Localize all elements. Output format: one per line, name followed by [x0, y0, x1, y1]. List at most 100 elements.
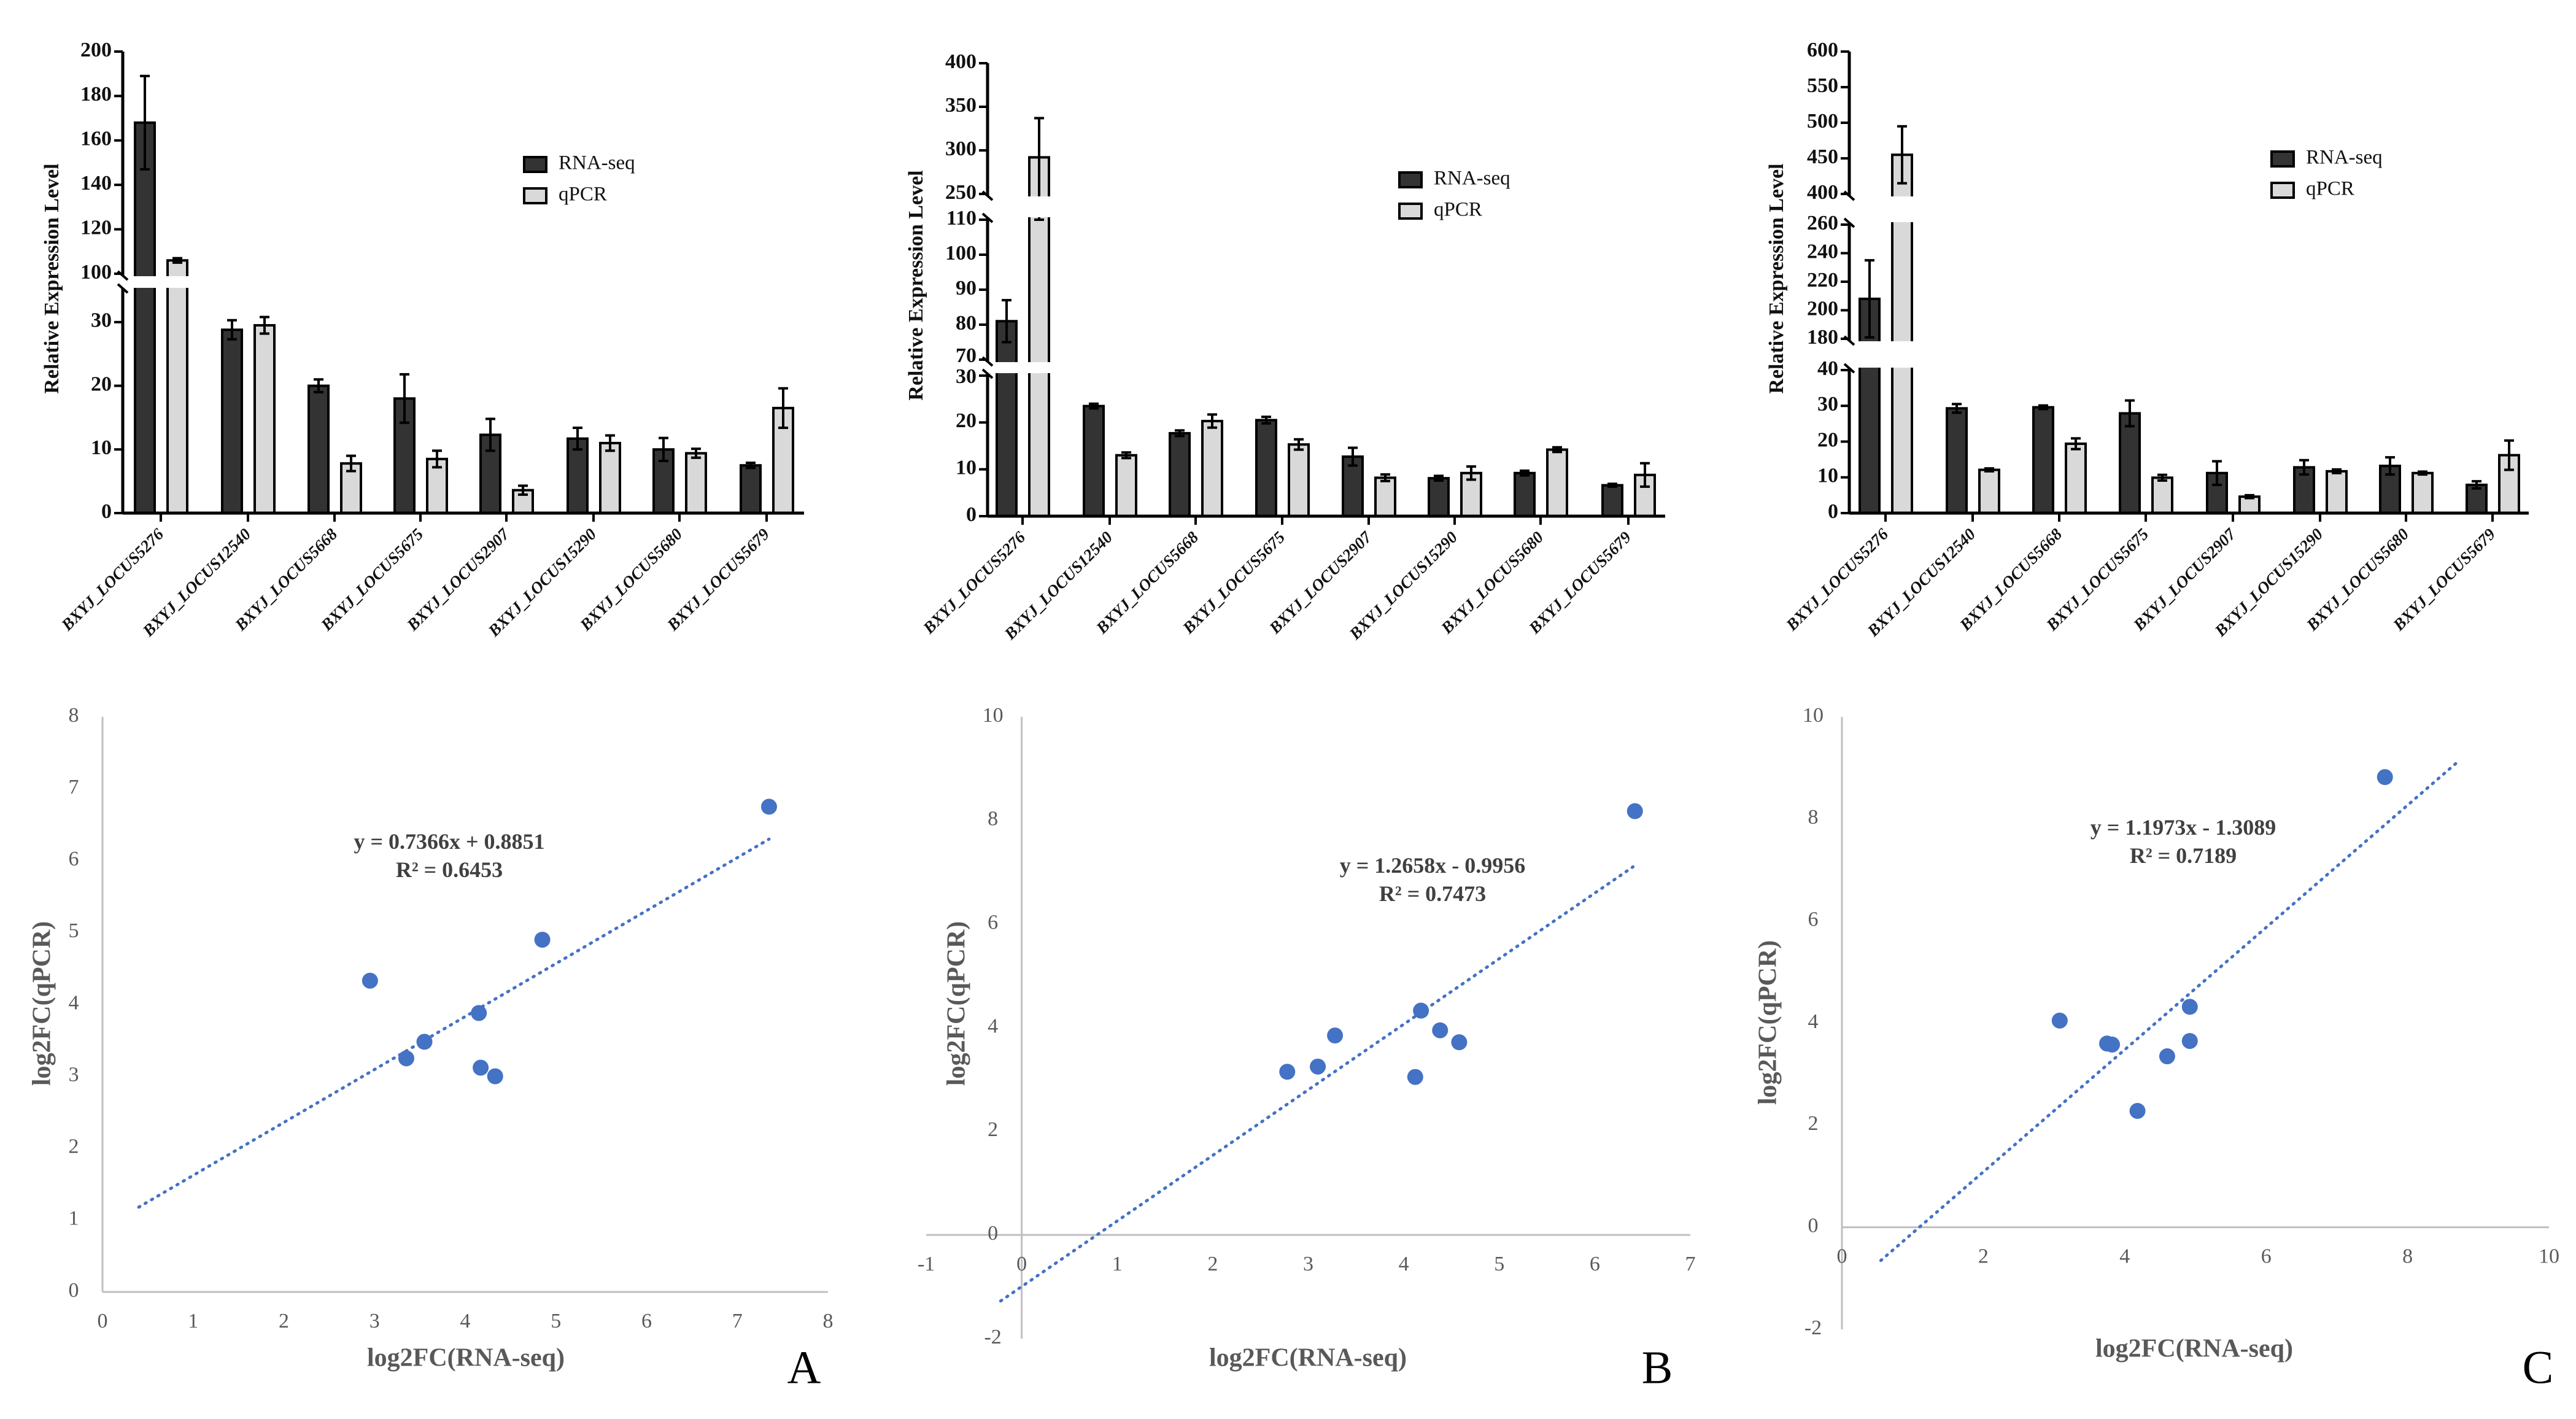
error-bar: [1348, 446, 1358, 467]
error-bar: [2038, 404, 2048, 411]
legend-label: qPCR: [1434, 199, 1482, 221]
bar-rna-seq: [134, 121, 156, 514]
y-tick-label: 200: [1807, 297, 1838, 320]
panel-b: 0102030708090100110250300350400BXYJ_LOCU…: [905, 50, 1696, 1394]
bar-qpcr: [1201, 420, 1223, 517]
x-tick-label: 10: [2539, 1245, 2559, 1267]
error-bar: [432, 449, 442, 469]
y-tick-label: 7: [69, 776, 79, 798]
error-bar: [2071, 437, 2081, 450]
error-bar: [2125, 399, 2135, 428]
legend-label: qPCR: [2306, 178, 2354, 200]
error-bar: [2472, 480, 2481, 490]
x-tick-label: 8: [2402, 1245, 2413, 1267]
axis-break-mark: [1843, 363, 1855, 374]
legend-label: RNA-seq: [1434, 168, 1510, 190]
r-squared: R² = 0.7473: [1379, 881, 1486, 906]
error-bar: [1984, 467, 1994, 473]
r-squared: R² = 0.7189: [2130, 843, 2237, 868]
y-tick-label: 10: [91, 436, 112, 459]
data-point: [398, 1050, 414, 1067]
y-tick-label: 0: [966, 503, 977, 526]
error-bar: [659, 436, 668, 462]
error-bar: [172, 257, 182, 264]
y-tick-label: 400: [945, 50, 977, 73]
bar-chart: 0102030100120140160180200BXYJ_LOCUS5276B…: [41, 39, 804, 640]
axis-break-gap: [1847, 196, 2527, 222]
bar-rna-seq: [1083, 404, 1105, 517]
bar-rna-seq: [567, 437, 589, 515]
data-point: [362, 972, 378, 989]
error-bar: [518, 484, 528, 496]
y-tick-label: 3: [69, 1063, 79, 1086]
legend-swatch-rna-seq: [523, 156, 547, 173]
y-tick-label: 10: [983, 704, 1004, 727]
bar-rna-seq: [307, 384, 330, 514]
y-tick-label: 240: [1807, 240, 1838, 263]
trendline: [999, 865, 1635, 1303]
y-tick-label: 20: [91, 373, 112, 395]
y-tick-label: 2: [69, 1135, 79, 1158]
y-tick-label: 1: [69, 1207, 79, 1230]
x-tick-label: 2: [1978, 1245, 1989, 1267]
legend-label: qPCR: [559, 184, 607, 206]
error-bar: [605, 434, 615, 452]
trendline-equation: y = 0.7366x + 0.8851: [354, 829, 544, 854]
y-axis-title: log2FC(qPCR): [28, 921, 56, 1086]
error-bar: [1175, 429, 1185, 438]
bar-qpcr: [2326, 470, 2348, 514]
y-tick-label: 70: [956, 344, 977, 367]
y-tick-label: -2: [984, 1326, 1001, 1348]
y-tick-label: 90: [956, 277, 977, 300]
data-point: [2181, 1033, 2198, 1050]
y-tick-label: -2: [1804, 1317, 1822, 1339]
y-tick-label: 4: [988, 1015, 998, 1037]
bar-rna-seq: [1428, 477, 1450, 517]
error-bar: [1552, 446, 1562, 454]
y-axis-title: log2FC(qPCR): [1754, 940, 1782, 1105]
axis-break-gap: [121, 276, 802, 288]
axis-break-gap: [986, 196, 1663, 217]
y-tick-label: 8: [69, 704, 79, 727]
axis-break-mark: [1843, 217, 1855, 228]
y-tick-label: 160: [80, 128, 112, 150]
error-bar: [140, 74, 150, 171]
y-tick-label: 6: [69, 848, 79, 870]
data-point: [2181, 999, 2198, 1015]
x-tick-label: -1: [918, 1253, 935, 1275]
bar-qpcr: [1978, 468, 2000, 515]
y-tick-label: 0: [1828, 500, 1838, 523]
x-tick-label: 6: [641, 1310, 652, 1332]
data-point: [2129, 1103, 2146, 1119]
panel-label: C: [2523, 1342, 2554, 1393]
x-tick-label: 3: [1303, 1253, 1313, 1275]
error-bar: [1261, 416, 1271, 425]
y-tick-label: 5: [69, 919, 79, 942]
data-point: [471, 1005, 487, 1021]
y-tick-label: 30: [91, 309, 112, 332]
x-tick-label: 0: [1016, 1253, 1027, 1275]
y-tick-label: 80: [956, 312, 977, 334]
x-tick-label: 4: [460, 1310, 471, 1332]
legend: RNA-seq qPCR: [523, 152, 635, 206]
trendline: [1879, 760, 2459, 1262]
x-tick-label: 5: [1494, 1253, 1504, 1275]
error-bar: [260, 315, 269, 335]
bar-rna-seq: [996, 320, 1018, 517]
y-tick-label: 10: [1803, 704, 1824, 727]
bar-rna-seq: [1514, 471, 1536, 517]
error-bar: [1380, 473, 1390, 482]
bar-qpcr: [1288, 443, 1310, 518]
x-tick-label: 6: [2261, 1245, 2272, 1267]
error-bar: [1002, 299, 1011, 344]
y-tick-label: 20: [956, 409, 977, 432]
data-point: [2377, 769, 2393, 786]
data-point: [1327, 1027, 1344, 1044]
trendline: [137, 837, 771, 1209]
x-tick-label: 2: [1207, 1253, 1218, 1275]
y-axis-title: Relative Expression Level: [905, 170, 927, 400]
bar-qpcr: [685, 452, 707, 514]
y-tick-label: 6: [1808, 908, 1819, 930]
legend-swatch-qpcr: [1398, 203, 1423, 220]
